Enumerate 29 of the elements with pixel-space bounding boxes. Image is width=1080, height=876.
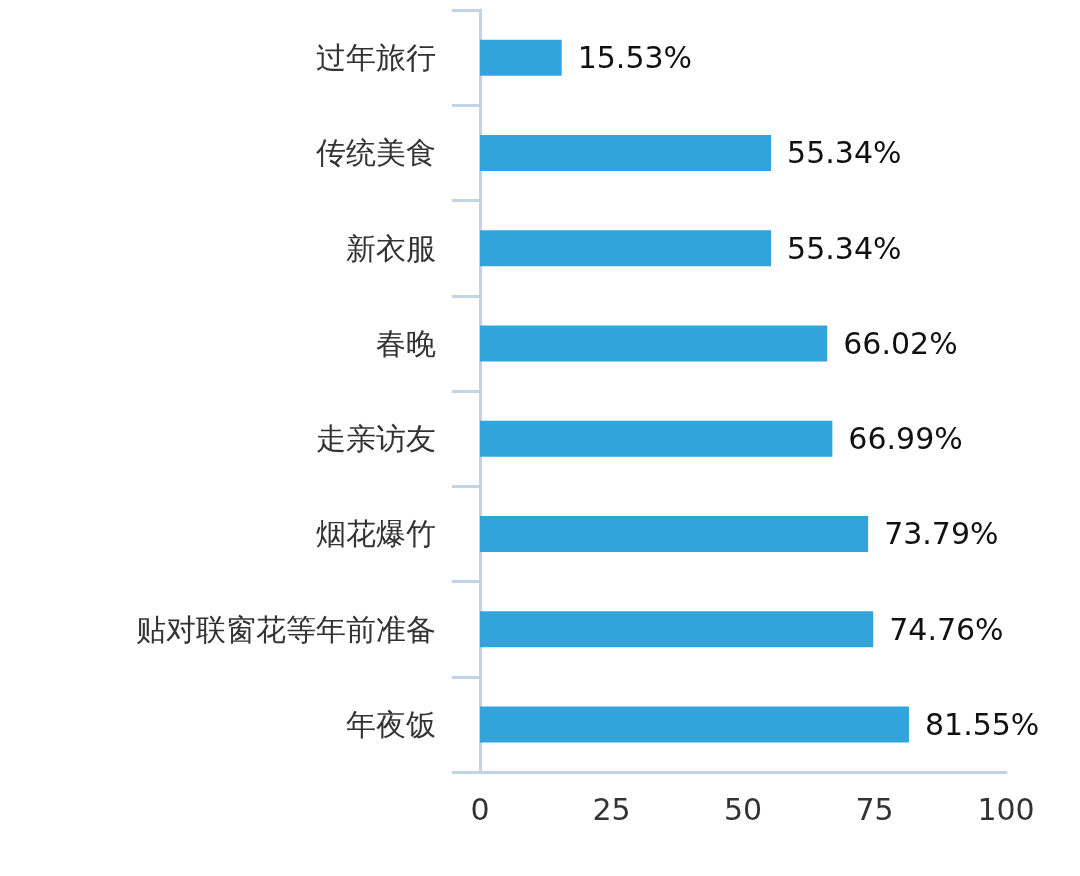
bar (480, 611, 874, 648)
bar (480, 325, 828, 362)
bar (480, 420, 833, 457)
x-tick-label: 0 (470, 791, 490, 827)
x-tick-label: 25 (592, 791, 631, 827)
x-tick-label: 50 (723, 791, 763, 827)
bar (480, 230, 772, 267)
y-tick-label: 烟花爆竹 (316, 516, 436, 552)
data-label: 55.34% (787, 230, 902, 266)
data-label: 55.34% (787, 135, 902, 171)
bar (480, 515, 869, 552)
x-tick-label: 100 (977, 791, 1035, 827)
y-tick-label: 年夜饭 (346, 706, 436, 742)
data-label: 74.76% (889, 611, 1004, 647)
y-tick-label: 传统美食 (316, 135, 436, 171)
data-label: 81.55% (924, 706, 1040, 742)
x-tick-label: 75 (855, 791, 894, 827)
bar (480, 706, 909, 743)
bar (480, 39, 562, 76)
data-label: 66.99% (848, 421, 963, 457)
bar (480, 134, 772, 171)
data-label: 15.53% (577, 40, 693, 76)
y-tick-label: 走亲访友 (316, 421, 436, 457)
y-tick-label: 新衣服 (346, 230, 436, 266)
y-tick-label: 过年旅行 (316, 40, 436, 76)
data-label: 66.02% (843, 325, 958, 361)
y-tick-label: 贴对联窗花等年前准备 (136, 611, 436, 647)
y-tick-label: 春晚 (376, 325, 436, 361)
data-label: 73.79% (884, 516, 999, 552)
